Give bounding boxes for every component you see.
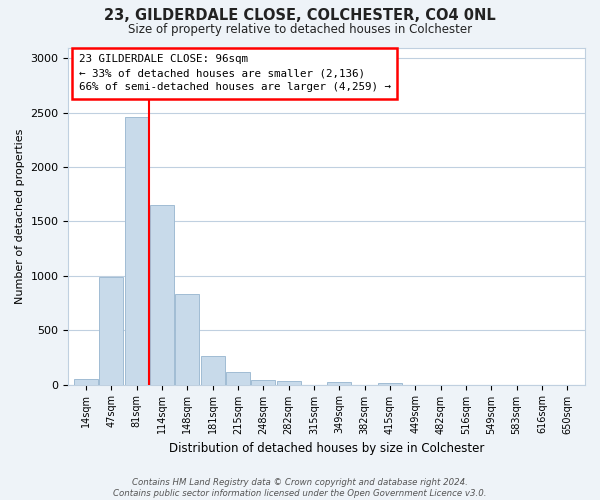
- Bar: [100, 277, 124, 384]
- Y-axis label: Number of detached properties: Number of detached properties: [15, 128, 25, 304]
- Bar: [251, 380, 275, 384]
- Bar: [201, 356, 225, 384]
- Bar: [328, 382, 352, 384]
- Bar: [175, 294, 199, 384]
- Bar: [226, 372, 250, 384]
- Bar: [277, 382, 301, 384]
- Text: 23, GILDERDALE CLOSE, COLCHESTER, CO4 0NL: 23, GILDERDALE CLOSE, COLCHESTER, CO4 0N…: [104, 8, 496, 22]
- Bar: [150, 205, 174, 384]
- Text: 23 GILDERDALE CLOSE: 96sqm
← 33% of detached houses are smaller (2,136)
66% of s: 23 GILDERDALE CLOSE: 96sqm ← 33% of deta…: [79, 54, 391, 92]
- Text: Contains HM Land Registry data © Crown copyright and database right 2024.
Contai: Contains HM Land Registry data © Crown c…: [113, 478, 487, 498]
- X-axis label: Distribution of detached houses by size in Colchester: Distribution of detached houses by size …: [169, 442, 484, 455]
- Text: Size of property relative to detached houses in Colchester: Size of property relative to detached ho…: [128, 22, 472, 36]
- Bar: [74, 379, 98, 384]
- Bar: [125, 117, 149, 384]
